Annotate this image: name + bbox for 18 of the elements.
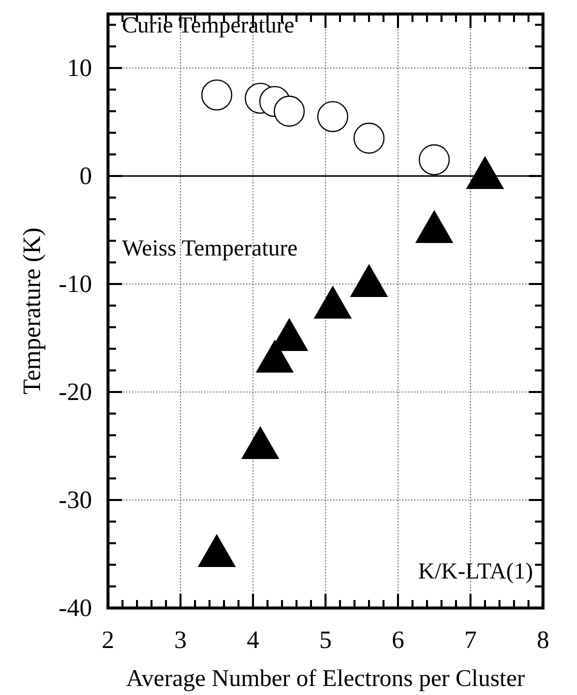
y-tick-label: -20: [58, 379, 92, 406]
y-tick-label: -40: [58, 595, 92, 622]
x-axis-title: Average Number of Electrons per Cluster: [126, 666, 525, 692]
annotation: K/K-LTA(1): [418, 558, 533, 584]
legend-label: Weiss Temperature: [122, 235, 298, 260]
x-tick-label: 4: [246, 626, 260, 654]
x-tick-label: 6: [392, 626, 404, 654]
y-tick-label: -30: [58, 487, 92, 514]
x-tick-label: 2: [102, 626, 114, 654]
x-tick-label: 7: [464, 626, 477, 654]
legend-label: Curie Temperature: [122, 12, 294, 38]
y-tick-label: -10: [58, 271, 92, 298]
x-tick-label: 8: [536, 626, 550, 654]
x-tick-label: 3: [174, 626, 187, 654]
x-tick-label: 5: [319, 626, 332, 654]
y-tick-label: 0: [80, 163, 92, 190]
y-axis-title: Temperature (K): [19, 228, 46, 394]
y-tick-label: 10: [67, 55, 92, 82]
